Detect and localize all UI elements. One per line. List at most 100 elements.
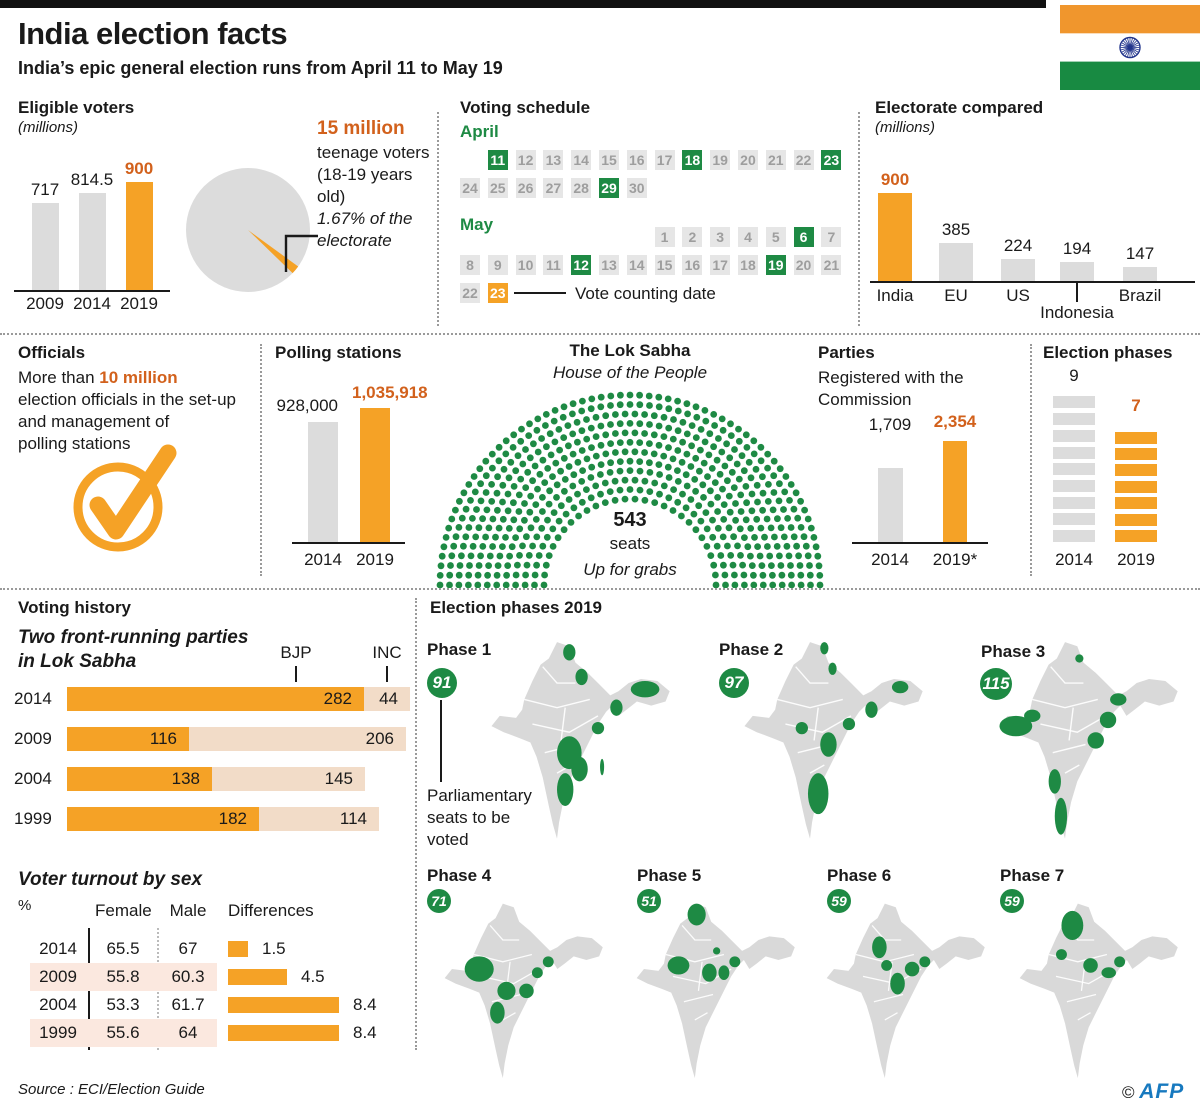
calendar-day-23: 23 (487, 283, 508, 303)
electorate-bar-EU (939, 243, 973, 281)
calendar-spacer (516, 227, 536, 247)
calendar-spacer (627, 227, 647, 247)
turnout-diff-bar-2014 (228, 941, 248, 957)
electorate-label-Brazil: Brazil (1118, 286, 1162, 305)
phase-map-2 (728, 638, 933, 851)
phase-block-2019-1 (1115, 513, 1157, 526)
calendar-day-5: 5 (765, 227, 786, 247)
officials-text-line4: polling stations (18, 434, 131, 453)
phase-seats-badge-3: 115 (980, 668, 1012, 700)
phase-seats-badge-5: 51 (637, 889, 661, 913)
phase-block-2014-6 (1053, 429, 1095, 442)
phase-block-2014-3 (1053, 479, 1095, 492)
parties-year-2019: 2019* (932, 550, 978, 569)
parties-bar-2014 (878, 468, 903, 542)
election-phases-title: Election phases (1043, 343, 1173, 362)
may-label: May (460, 215, 494, 234)
calendar-day-13: 13 (543, 150, 564, 170)
lok-sabha-seats-number: 543 (613, 509, 647, 531)
calendar-day-14: 14 (571, 150, 592, 170)
calendar-day-6: 6 (793, 227, 814, 247)
history-inc-bar-2009 (189, 727, 406, 751)
turnout-title: Voter turnout by sex (18, 869, 203, 890)
history-inc-value-2004: 145 (324, 769, 353, 788)
phase-map-4 (430, 900, 612, 1089)
calendar-day-16: 16 (626, 150, 647, 170)
phase-block-2014-1 (1053, 513, 1095, 526)
phase-block-2019-4 (1115, 464, 1157, 477)
teen-voters-number: 15 million (317, 118, 405, 139)
parties-subtitle-line2: Commission (818, 390, 912, 409)
phase-label-6: Phase 6 (827, 866, 892, 885)
page-title: India election facts (18, 16, 288, 51)
source-note: Source : ECI/Election Guide (18, 1081, 205, 1098)
afp-logo: AFP (1139, 1080, 1185, 1103)
polling-value-2014: 928,000 (276, 396, 338, 415)
electorate-value-Brazil: 147 (1125, 244, 1155, 263)
lok-sabha-seat-chart (436, 391, 824, 588)
polling-year-2014: 2014 (304, 550, 342, 569)
turnout-female-2004: 53.3 (106, 995, 140, 1014)
teen-voters-line3: old) (317, 187, 346, 206)
polling-bar-2019 (360, 408, 390, 542)
eligible-axis (14, 290, 170, 292)
page-subtitle: India’s epic general election runs from … (18, 58, 503, 78)
phase-block-2014-5 (1053, 446, 1095, 459)
calendar-spacer (543, 227, 563, 247)
inc-tick (386, 666, 388, 682)
calendar-day-19: 19 (710, 150, 731, 170)
electorate-axis (870, 281, 1195, 283)
calendar-day-25: 25 (487, 178, 508, 198)
calendar-day-14: 14 (626, 255, 647, 275)
counting-date-label: Vote counting date (575, 284, 716, 303)
electorate-bar-Brazil (1123, 267, 1157, 281)
eligible-year-0: 2009 (26, 294, 64, 313)
history-bjp-value-1999: 182 (218, 809, 247, 828)
lok-sabha-subtitle: House of the People (552, 363, 708, 382)
parties-value-2014: 1,709 (868, 415, 912, 434)
india-map-icon (826, 903, 985, 1079)
phase-block-2014-7 (1053, 413, 1095, 426)
calendar-day-20: 20 (737, 150, 758, 170)
eligible-bar-2019 (126, 182, 153, 290)
bjp-tick (295, 666, 297, 682)
teen-voters-line1: teenage voters (317, 143, 430, 162)
calendar-day-9: 9 (487, 255, 508, 275)
divider (0, 588, 1200, 590)
voting-history-title: Voting history (18, 598, 132, 617)
india-map-icon (444, 903, 603, 1079)
turnout-row-bg-2009 (30, 963, 217, 991)
turnout-male-2009: 60.3 (171, 967, 205, 986)
calendar-day-17: 17 (654, 150, 675, 170)
history-inc-value-1999: 114 (339, 809, 367, 828)
phase-label-1: Phase 1 (427, 640, 492, 659)
series-label-bjp: BJP (280, 643, 312, 662)
phases-year-2014: 2014 (1055, 550, 1093, 569)
electorate-bar-Indonesia (1060, 262, 1094, 281)
polling-axis (292, 542, 405, 544)
divider (858, 112, 860, 326)
polling-value-2019: 1,035,918 (352, 383, 428, 402)
turnout-col-female: Female (95, 901, 152, 920)
phase-block-2019-5 (1115, 448, 1157, 460)
phase-block-2014-8 (1053, 396, 1095, 409)
history-year-2009: 2009 (14, 729, 52, 748)
turnout-male-2014: 67 (178, 939, 198, 958)
officials-text-line1: More than 10 million (18, 368, 258, 388)
turnout-female-1999: 55.6 (106, 1023, 140, 1042)
electorate-label-EU: EU (944, 286, 968, 305)
parties-year-2014: 2014 (871, 550, 909, 569)
turnout-col-differences: Differences (228, 901, 314, 920)
turnout-male-1999: 64 (178, 1023, 198, 1042)
turnout-unit: % (18, 897, 32, 914)
indonesia-tick (1076, 281, 1078, 302)
calendar-day-22: 22 (460, 283, 480, 303)
officials-text-line3: and management of (18, 412, 170, 431)
phase-block-2019-0 (1115, 530, 1157, 542)
turnout-row-bg-1999 (30, 1019, 217, 1047)
teen-voters-line2: (18-19 years (317, 165, 413, 184)
pie-callout-line (284, 234, 318, 272)
calendar-day-13: 13 (598, 255, 619, 275)
history-inc-bar-2004 (212, 767, 365, 791)
lok-sabha-seats-label: seats (609, 534, 651, 553)
